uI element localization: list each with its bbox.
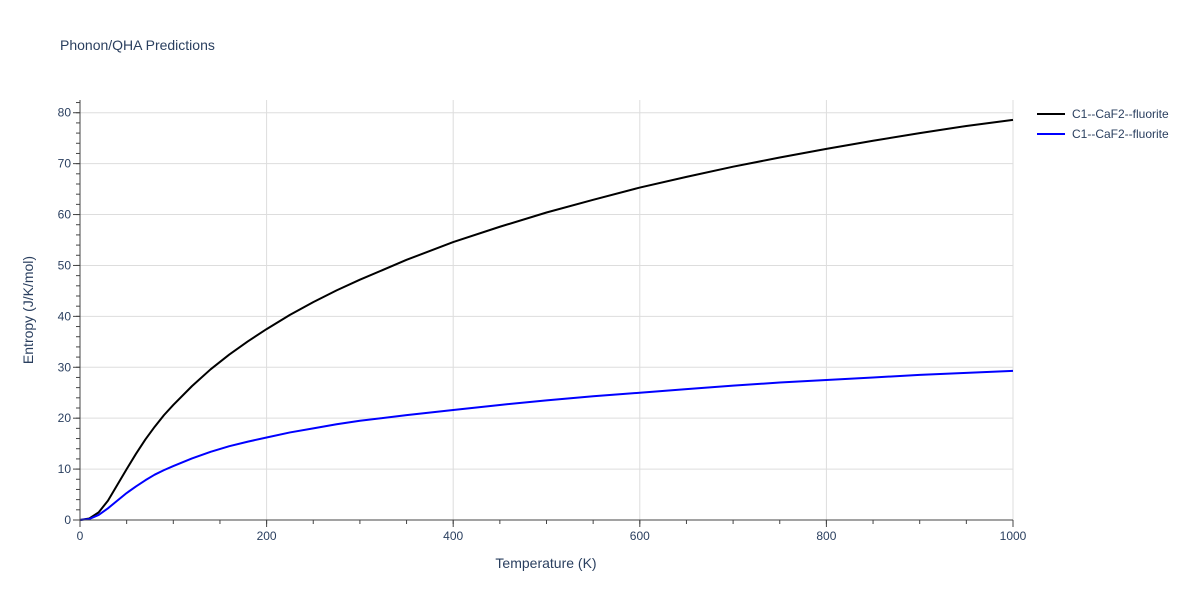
legend-label: C1--CaF2--fluorite xyxy=(1072,127,1169,141)
x-tick-label: 600 xyxy=(630,529,650,543)
chart-title: Phonon/QHA Predictions xyxy=(60,37,215,53)
y-tick-label: 80 xyxy=(58,106,72,120)
y-tick-label: 0 xyxy=(64,513,71,527)
legend-label: C1--CaF2--fluorite xyxy=(1072,107,1169,121)
series-line-1 xyxy=(79,118,1014,521)
y-tick-label: 20 xyxy=(58,411,72,425)
x-tick-label: 200 xyxy=(257,529,277,543)
y-tick-label: 40 xyxy=(58,309,72,323)
y-axis-title: Entropy (J/K/mol) xyxy=(20,256,36,364)
y-tick-label: 10 xyxy=(58,462,72,476)
axes: 0 200 400 600 800 1000 0 10 20 30 40 50 60 70 80 xyxy=(58,100,1027,543)
y-tick-label: 50 xyxy=(58,258,72,272)
legend-item-2[interactable]: C1--CaF2--fluorite xyxy=(1037,127,1169,141)
y-tick-label: 30 xyxy=(58,360,72,374)
x-axis-title: Temperature (K) xyxy=(495,555,596,571)
x-tick-label: 0 xyxy=(77,529,84,543)
series-line-2 xyxy=(79,369,1014,521)
grid xyxy=(80,100,1014,520)
legend-item-1[interactable]: C1--CaF2--fluorite xyxy=(1037,107,1169,121)
legend[interactable]: C1--CaF2--fluorite C1--CaF2--fluorite xyxy=(1037,107,1169,141)
series-lines xyxy=(79,118,1014,521)
x-tick-label: 800 xyxy=(816,529,836,543)
x-tick-label: 1000 xyxy=(1000,529,1027,543)
y-tick-label: 70 xyxy=(58,157,72,171)
y-tick-label: 60 xyxy=(58,208,72,222)
x-tick-label: 400 xyxy=(443,529,463,543)
